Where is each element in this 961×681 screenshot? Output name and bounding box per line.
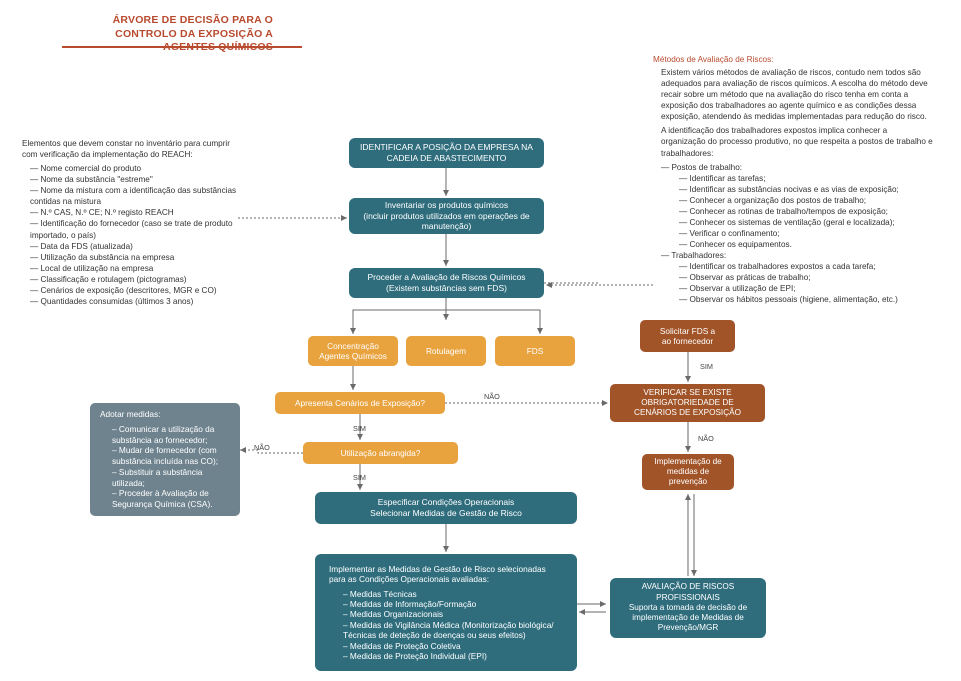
node-specify-conditions: Especificar Condições Operacionais Selec… <box>315 492 577 524</box>
node-inventory: Inventariar os produtos químicos (inclui… <box>349 198 544 234</box>
node-identify-position: IDENTIFICAR A POSIÇÃO DA EMPRESA NA CADE… <box>349 138 544 168</box>
implement-measure-item: Medidas de Proteção Coletiva <box>343 641 563 651</box>
right-group-item: Observar os hábitos pessoais (higiene, a… <box>679 294 933 305</box>
left-info-item: Data da FDS (atualizada) <box>30 241 238 252</box>
node-labelling: Rotulagem <box>406 336 486 366</box>
left-info-item: Identificação do fornecedor (caso se tra… <box>30 218 238 240</box>
adopt-item: Comunicar a utilização da substância ao … <box>112 424 230 446</box>
adopt-item: Substituir a substância utilizada; <box>112 467 230 489</box>
implement-measure-item: Medidas de Informação/Formação <box>343 599 563 609</box>
adopt-item: Proceder à Avaliação de Segurança Químic… <box>112 488 230 510</box>
left-info-item: Nome comercial do produto <box>30 163 238 174</box>
edge-label-sim-3: SIM <box>700 362 713 371</box>
left-info-item: Local de utilização na empresa <box>30 263 238 274</box>
left-info-item: Nome da substância "estreme" <box>30 174 238 185</box>
implement-measure-item: Medidas Técnicas <box>343 589 563 599</box>
right-info-p2: A identificação dos trabalhadores expost… <box>653 125 933 158</box>
node-implement-lead: Implementar as Medidas de Gestão de Risc… <box>329 564 563 585</box>
node-request-fds: Solicitar FDS a ao fornecedor <box>640 320 735 352</box>
edge-label-nao-3: NÃO <box>698 434 714 443</box>
right-group: Trabalhadores:Identificar os trabalhador… <box>661 250 933 305</box>
adopt-head: Adotar medidas: <box>100 409 230 420</box>
right-group-item: Conhecer a organização dos postos de tra… <box>679 195 933 206</box>
node-concentration: Concentração Agentes Químicos <box>308 336 398 366</box>
node-prevention-measures: Implementação de medidas de prevenção <box>642 454 734 490</box>
node-fds: FDS <box>495 336 575 366</box>
right-group-item: Conhecer as rotinas de trabalho/tempos d… <box>679 206 933 217</box>
left-info-item: Utilização da substância na empresa <box>30 252 238 263</box>
edge-label-nao-2: NÃO <box>254 443 270 452</box>
node-verify-mandatory: VERIFICAR SE EXISTE OBRIGATORIEDADE DE C… <box>610 384 765 422</box>
title-underline <box>62 46 302 48</box>
implement-measure-item: Medidas de Vigilância Médica (Monitoriza… <box>343 620 563 641</box>
node-risk-assessment: Proceder a Avaliação de Riscos Químicos … <box>349 268 544 298</box>
adopt-item: Mudar de fornecedor (com substância incl… <box>112 445 230 467</box>
edge-label-sim-1: SIM <box>353 424 366 433</box>
right-group-item: Verificar o confinamento; <box>679 228 933 239</box>
right-group-item: Conhecer os sistemas de ventilação (gera… <box>679 217 933 228</box>
right-info-subhead: Métodos de Avaliação de Riscos: <box>653 54 933 65</box>
right-info-box: Métodos de Avaliação de Riscos: Existem … <box>653 54 933 305</box>
implement-measure-item: Medidas Organizacionais <box>343 609 563 619</box>
left-info-item: Quantidades consumidas (últimos 3 anos) <box>30 296 238 307</box>
left-info-item: Cenários de exposição (descritores, MGR … <box>30 285 238 296</box>
page-title: ÁRVORE DE DECISÃO PARA O CONTROLO DA EXP… <box>68 14 273 55</box>
left-info-item: N.º CAS, N.º CE; N.º registo REACH <box>30 207 238 218</box>
node-implement-measures: Implementar as Medidas de Gestão de Risc… <box>315 554 577 671</box>
node-use-covered-q: Utilização abrangida? <box>303 442 458 464</box>
node-exposure-scenarios-q: Apresenta Cenários de Exposição? <box>275 392 445 414</box>
right-group-item: Identificar as tarefas; <box>679 173 933 184</box>
right-group-item: Conhecer os equipamentos. <box>679 239 933 250</box>
right-group-item: Identificar os trabalhadores expostos a … <box>679 261 933 272</box>
implement-measure-item: Medidas de Proteção Individual (EPI) <box>343 651 563 661</box>
right-group-item: Observar as práticas de trabalho; <box>679 272 933 283</box>
adopt-measures-box: Adotar medidas: Comunicar a utilização d… <box>90 403 240 516</box>
left-info-lead: Elementos que devem constar no inventári… <box>22 138 238 160</box>
left-info-box: Elementos que devem constar no inventári… <box>22 138 238 307</box>
left-info-item: Classificação e rotulagem (pictogramas) <box>30 274 238 285</box>
edge-label-nao-1: NÃO <box>484 392 500 401</box>
right-group-item: Observar a utilização de EPI; <box>679 283 933 294</box>
left-info-item: Nome da mistura com a identificação das … <box>30 185 238 207</box>
right-group-item: Identificar as substâncias nocivas e as … <box>679 184 933 195</box>
right-info-p1: Existem vários métodos de avaliação de r… <box>653 67 933 122</box>
node-occupational-risk-assessment: AVALIAÇÃO DE RISCOS PROFISSIONAIS Suport… <box>610 578 766 638</box>
edge-label-sim-2: SIM <box>353 473 366 482</box>
right-group: Postos de trabalho:Identificar as tarefa… <box>661 162 933 251</box>
